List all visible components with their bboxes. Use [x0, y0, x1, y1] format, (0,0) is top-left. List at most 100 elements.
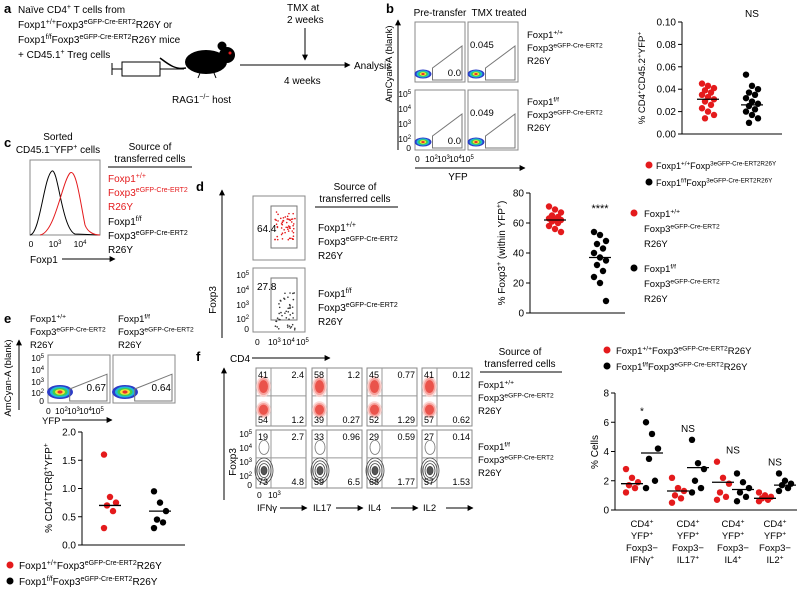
superscript: + [636, 54, 643, 58]
event [286, 324, 289, 326]
y-tick-label: 0.06 [657, 62, 677, 73]
event [292, 317, 295, 319]
event [285, 226, 288, 229]
contour [258, 439, 270, 455]
text-part: R26Y [724, 362, 748, 373]
genotype: Foxp1f/f [318, 288, 352, 300]
data-point [764, 496, 772, 503]
event [290, 218, 293, 221]
y-tick-label: 103 [239, 457, 252, 467]
event [292, 231, 295, 234]
superscript: −/− [199, 94, 209, 101]
event [291, 323, 294, 326]
superscript: + [649, 530, 653, 537]
text-part: % CD4 [637, 94, 648, 124]
panel-label: d [196, 179, 204, 194]
superscript: + [741, 518, 745, 525]
data-point [668, 499, 676, 506]
text-part: 10 [31, 377, 41, 387]
data-point [648, 430, 656, 438]
event [289, 304, 291, 307]
x-tick-label: 103 [268, 337, 281, 347]
text-part: Foxp3 [118, 327, 144, 338]
text-part: Foxp3− [759, 543, 791, 554]
y-tick-label: 0.02 [657, 107, 677, 118]
superscript: eGFP-Cre-ERT2 [79, 34, 131, 41]
source-header: transferred cells [484, 359, 555, 370]
text-part: Foxp1 [616, 346, 642, 357]
panel-label: c [4, 135, 11, 150]
axis-label: % CD4+TCRβ+YFP+ [43, 443, 55, 533]
y-tick-label: 4 [603, 447, 609, 458]
category-label: IL2+ [766, 554, 783, 566]
y-tick-label: 103 [236, 300, 249, 310]
gate [432, 45, 463, 81]
event [289, 219, 292, 222]
data-point [557, 209, 565, 216]
genotype: Foxp1f/f [108, 216, 142, 228]
x-tick-label: 0 [415, 154, 420, 164]
contour [314, 439, 326, 455]
data-point [551, 225, 559, 233]
text-part: 10 [67, 406, 77, 416]
legend-marker [630, 264, 638, 272]
superscript: f/f [46, 34, 52, 41]
legend-entry: Foxp1+/+ [644, 208, 680, 220]
genotype: Foxp1+/+ [108, 173, 146, 185]
data-point [642, 419, 650, 426]
legend-entry: R26Y [644, 239, 668, 250]
superscript: − [50, 144, 54, 151]
data-point [545, 222, 553, 230]
text-part: Foxp3 [644, 224, 670, 235]
density [57, 390, 63, 394]
superscript: 4 [249, 444, 253, 450]
syringe-barrel [121, 61, 161, 77]
genotype: Foxp1f/f [478, 441, 510, 453]
text-part: 10 [239, 457, 249, 467]
text-part: CD45.2 [637, 58, 648, 90]
text-part: 10 [91, 406, 101, 416]
event [274, 325, 277, 328]
gate [485, 113, 516, 149]
text-part: 10 [31, 353, 41, 363]
genotype: Foxp3eGFP-Cre-ERT2 [108, 230, 188, 242]
y-tick-label: 60 [513, 219, 525, 230]
histogram-frame [29, 159, 101, 236]
data-point [677, 495, 685, 502]
text-part: 0 [46, 406, 51, 416]
contour [422, 460, 438, 481]
event [277, 328, 280, 330]
superscript: +/+ [504, 379, 514, 386]
data-point [150, 488, 158, 495]
y-tick-label: 0 [247, 480, 252, 490]
event [276, 238, 279, 241]
text-part: Foxp1 [644, 264, 670, 275]
description: Naïve CD4+ T cells from [18, 4, 125, 16]
data-point [674, 484, 682, 492]
text-part: 10 [268, 337, 278, 347]
quadrant-value: 68 [369, 477, 379, 487]
superscript: eGFP-Cre-ERT2 [136, 187, 188, 194]
gate [432, 113, 463, 149]
event [277, 220, 279, 222]
x-tick-label: 103 [49, 239, 62, 249]
event [276, 225, 279, 228]
superscript: + [61, 49, 65, 56]
axis-label: IL17 [313, 503, 332, 514]
superscript: 3eGFP-Cre-ERT2R26Y [710, 161, 777, 168]
gate-value: 0.0 [448, 136, 461, 147]
data-point [150, 524, 158, 532]
text-part: Foxp3 [318, 237, 346, 248]
quadrant-value: 57 [424, 477, 434, 487]
text-part: ) [497, 201, 508, 204]
genotype: Foxp3eGFP-Cre-ERT2 [527, 109, 603, 121]
quadrant-value: 41 [424, 370, 434, 380]
y-tick-label: 102 [239, 471, 252, 481]
superscript: 2 [64, 407, 67, 413]
text-part: Foxp1 [19, 577, 47, 588]
quadrant-value: 41 [258, 370, 268, 380]
data-point [698, 80, 706, 87]
data-point [671, 492, 679, 499]
contour [259, 380, 268, 393]
superscript: +/+ [346, 222, 356, 229]
